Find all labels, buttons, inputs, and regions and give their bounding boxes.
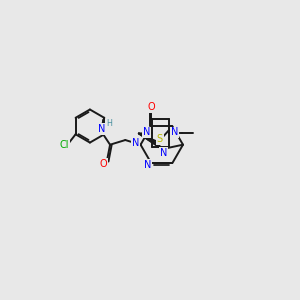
Text: N: N: [160, 148, 167, 158]
Text: N: N: [132, 138, 139, 148]
Text: N: N: [170, 128, 178, 137]
Text: S: S: [157, 134, 163, 144]
Text: H: H: [106, 119, 112, 128]
Text: Cl: Cl: [59, 140, 69, 150]
Text: N: N: [144, 160, 151, 170]
Text: O: O: [100, 159, 107, 169]
Text: N: N: [98, 124, 106, 134]
Text: O: O: [147, 102, 155, 112]
Text: N: N: [142, 128, 150, 137]
